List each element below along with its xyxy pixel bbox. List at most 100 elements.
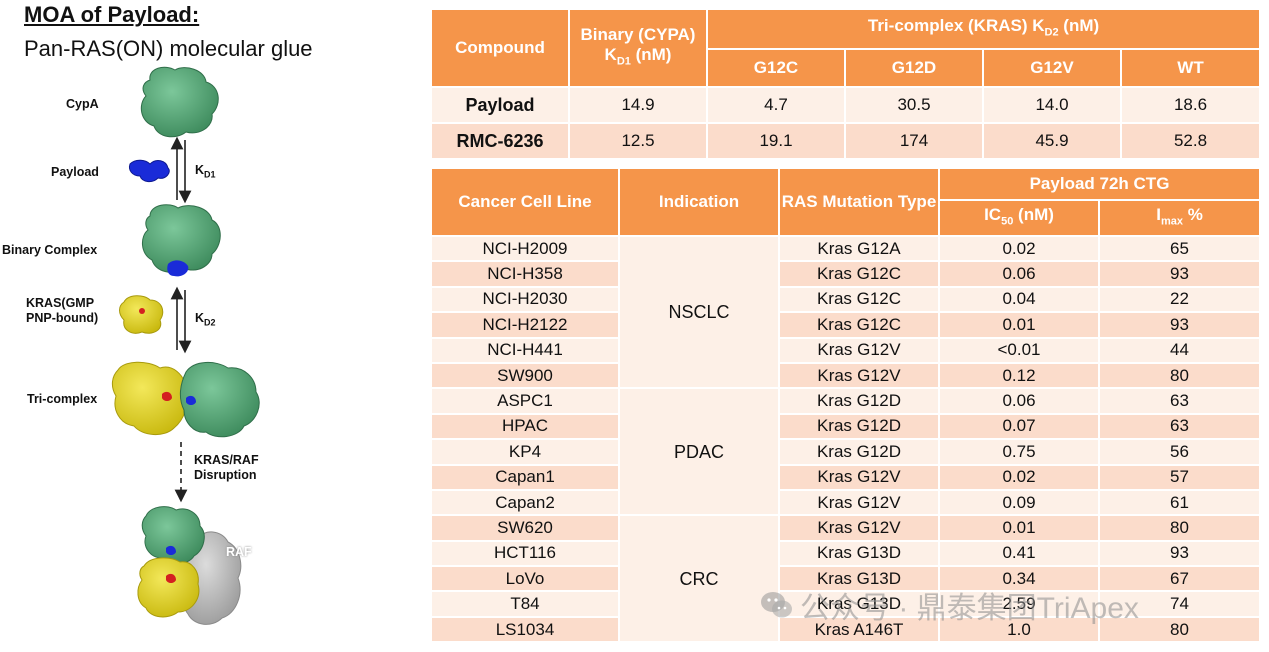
kd2-equilibrium-arrows (170, 286, 192, 354)
table-row: NCI-H358 Kras G12C 0.06 93 (430, 260, 1262, 288)
cell-line-cell: ASPC1 (430, 387, 620, 415)
indication-cell: PDAC (618, 387, 780, 517)
compound-cell: Payload (430, 86, 570, 124)
g12v-cell: 45.9 (982, 122, 1122, 160)
payload-molecule (129, 159, 170, 183)
table-row: Capan1 Kras G12V 0.02 57 (430, 463, 1262, 491)
header-g12c: G12C (706, 48, 846, 88)
imax-cell: 63 (1097, 412, 1262, 441)
binary-kd-cell: 12.5 (568, 122, 708, 160)
cell-line-cell: KP4 (430, 438, 620, 466)
cell-line-cell: HPAC (430, 412, 620, 441)
ic50-cell: 0.34 (938, 565, 1100, 593)
header-g12v: G12V (982, 48, 1122, 88)
kd1-equilibrium-arrows (170, 136, 192, 204)
g12d-cell: 30.5 (844, 86, 984, 124)
cell-line-cell: NCI-H2122 (430, 311, 620, 339)
cell-line-cell: LS1034 (430, 615, 620, 644)
g12c-cell: 4.7 (706, 86, 846, 124)
imax-cell: 93 (1097, 311, 1262, 339)
cell-line-cell: SW900 (430, 361, 620, 390)
table-row: T84 Kras G13D 2.59 74 (430, 590, 1262, 618)
imax-cell: 93 (1097, 260, 1262, 288)
tri-complex (111, 361, 260, 438)
table-row: NCI-H2030 Kras G12C 0.04 22 (430, 285, 1262, 314)
mutation-cell: Kras G12V (778, 336, 940, 364)
table-row: Payload 14.9 4.7 30.5 14.0 18.6 (430, 86, 1262, 124)
ic50-cell: 0.02 (938, 463, 1100, 491)
ic50-cell: 0.02 (938, 234, 1100, 263)
moa-panel: MOA of Payload: Pan-RAS(ON) molecular gl… (0, 0, 420, 652)
cypa-protein (140, 66, 219, 138)
table-row: SW900 Kras G12V 0.12 80 (430, 361, 1262, 390)
indication-cell: CRC (618, 514, 780, 644)
imax-cell: 63 (1097, 387, 1262, 415)
imax-cell: 80 (1097, 514, 1262, 542)
cell-line-cell: NCI-H441 (430, 336, 620, 364)
table-row: NCI-H441 Kras G12V <0.01 44 (430, 336, 1262, 364)
cell-line-cell: Capan2 (430, 488, 620, 517)
label-tri-complex: Tri-complex (27, 392, 98, 406)
watermark: 公众号 · 鼎泰集团TriApex (760, 583, 1139, 627)
imax-cell: 80 (1097, 361, 1262, 390)
ic50-cell: 0.09 (938, 488, 1100, 517)
ic50-cell: <0.01 (938, 336, 1100, 364)
cell-line-cell: T84 (430, 590, 620, 618)
watermark-text: 公众号 · 鼎泰集团TriApex (800, 592, 1139, 625)
mutation-cell: Kras G12C (778, 260, 940, 288)
imax-cell: 74 (1097, 590, 1262, 618)
ic50-cell: 0.12 (938, 361, 1100, 390)
ic50-cell: 0.01 (938, 514, 1100, 542)
wechat-icon (761, 592, 792, 618)
cell-line-cell: NCI-H2009 (430, 234, 620, 263)
imax-cell: 61 (1097, 488, 1262, 517)
mutation-cell: Kras G12V (778, 514, 940, 542)
header-indication: Indication (618, 167, 780, 237)
cell-line-cell: HCT116 (430, 539, 620, 568)
table-row: HCT116 Kras G13D 0.41 93 (430, 539, 1262, 568)
binary-kd-cell: 14.9 (568, 86, 708, 124)
imax-cell: 80 (1097, 615, 1262, 644)
mutation-cell: Kras G12A (778, 234, 940, 263)
imax-cell: 93 (1097, 539, 1262, 568)
table-row: RMC-6236 12.5 19.1 174 45.9 52.8 (430, 122, 1262, 160)
moa-title: MOA of Payload: (24, 2, 200, 27)
mutation-cell: Kras G13D (778, 539, 940, 568)
label-payload: Payload (51, 165, 99, 179)
ic50-cell: 0.07 (938, 412, 1100, 441)
g12c-cell: 19.1 (706, 122, 846, 160)
cell-line-cell: LoVo (430, 565, 620, 593)
imax-cell: 44 (1097, 336, 1262, 364)
ic50-cell: 0.06 (938, 260, 1100, 288)
header-payload-ctg: Payload 72h CTG (937, 167, 1262, 201)
cell-line-cell: NCI-H2030 (430, 285, 620, 314)
compound-cell: RMC-6236 (430, 122, 570, 160)
header-binary-kd: Binary (CYPA) KD1 (nM) (568, 8, 708, 88)
kd1-label: KD1 (195, 163, 216, 180)
cell-line-cell: NCI-H358 (430, 260, 620, 288)
binary-complex (142, 204, 221, 277)
moa-subtitle: Pan-RAS(ON) molecular glue (24, 36, 313, 61)
g12d-cell: 174 (844, 122, 984, 160)
wt-cell: 52.8 (1119, 122, 1262, 160)
label-binary-complex: Binary Complex (2, 243, 98, 257)
header-ic50: IC50 (nM) (938, 199, 1100, 237)
ic50-cell: 1.0 (938, 615, 1100, 644)
kd2-label: KD2 (195, 311, 216, 328)
table-row: NCI-H2122 Kras G12C 0.01 93 (430, 311, 1262, 339)
table-row: Capan2 Kras G12V 0.09 61 (430, 488, 1262, 517)
label-disruption: KRAS/RAF Disruption (194, 453, 259, 482)
mutation-cell: Kras G12D (778, 387, 940, 415)
kd-table: Compound Binary (CYPA) KD1 (nM) Tri-comp… (430, 8, 1262, 160)
header-compound: Compound (430, 8, 570, 88)
mutation-cell: Kras G12V (778, 488, 940, 517)
label-cypa: CypA (66, 97, 99, 111)
header-wt: WT (1119, 48, 1262, 88)
g12v-cell: 14.0 (982, 86, 1122, 124)
header-g12d: G12D (844, 48, 984, 88)
moa-diagram (111, 66, 260, 625)
mutation-cell: Kras G13D (778, 590, 940, 618)
cell-line-rows: NCI-H2009 NSCLC Kras G12A 0.02 65 NCI-H358 Kra… (430, 234, 1262, 644)
table-row: KP4 Kras G12D 0.75 56 (430, 438, 1262, 466)
mutation-cell: Kras G12V (778, 463, 940, 491)
